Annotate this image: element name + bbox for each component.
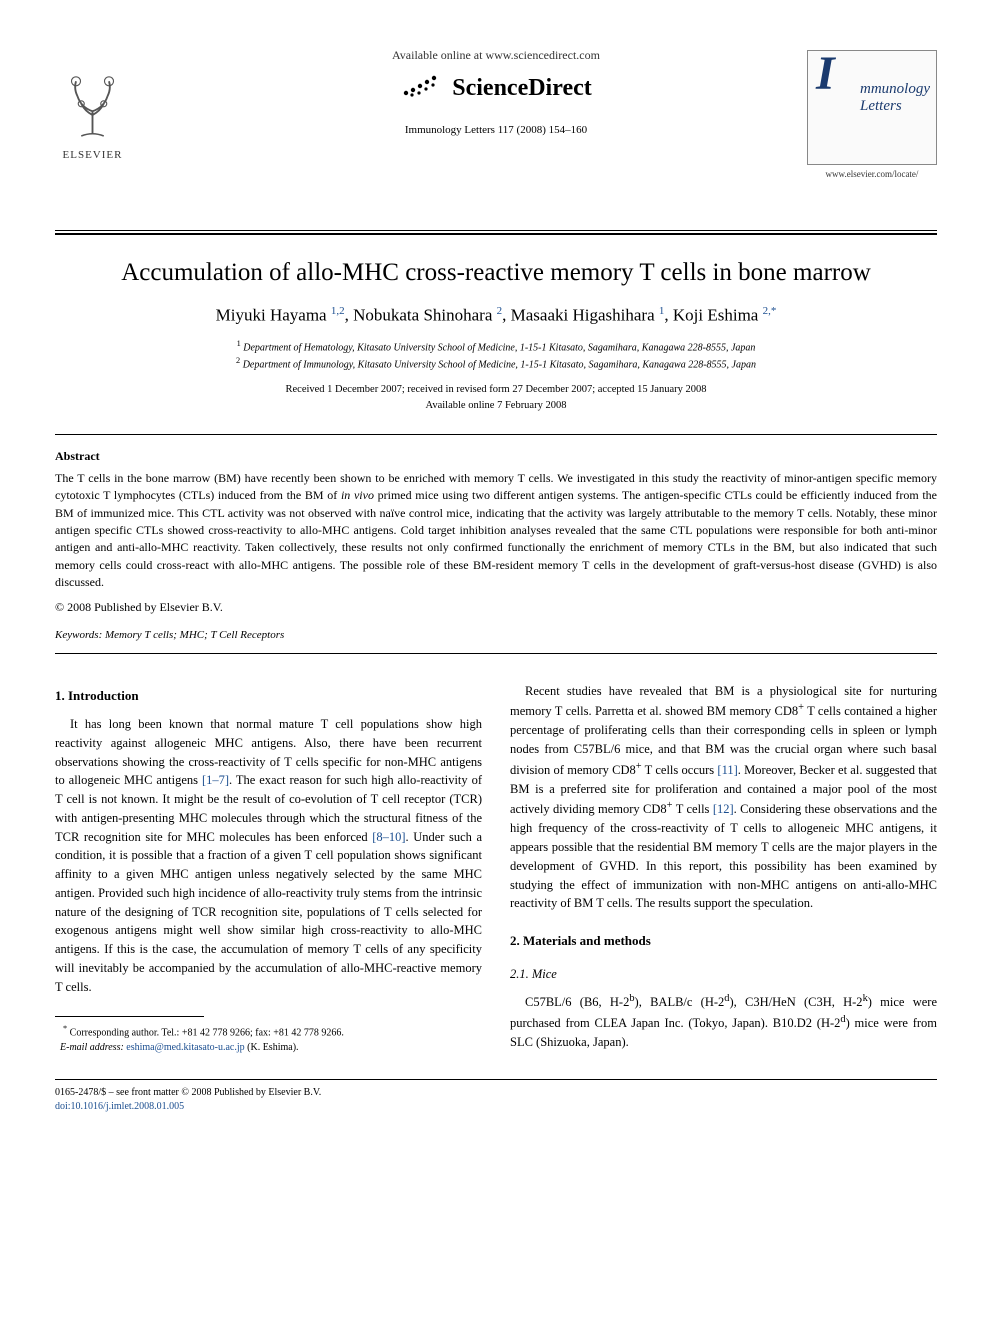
journal-url[interactable]: www.elsevier.com/locate/ (807, 169, 937, 179)
footnote-corr-text: Corresponding author. Tel.: +81 42 778 9… (70, 1028, 344, 1039)
article-title: Accumulation of allo-MHC cross-reactive … (55, 259, 937, 287)
page-footer: 0165-2478/$ – see front matter © 2008 Pu… (55, 1086, 937, 1114)
sciencedirect-logo: ScienceDirect (400, 73, 592, 104)
journal-citation: Immunology Letters 117 (2008) 154–160 (55, 124, 937, 136)
mice-subheading: 2.1. Mice (510, 965, 937, 984)
methods-heading: 2. Materials and methods (510, 931, 937, 951)
corresponding-email-link[interactable]: eshima@med.kitasato-u.ac.jp (126, 1042, 244, 1053)
affiliations: 1 Department of Hematology, Kitasato Uni… (55, 338, 937, 373)
center-header: Available online at www.sciencedirect.co… (55, 40, 937, 136)
header-rule-thick (55, 233, 937, 235)
mice-paragraph: C57BL/6 (B6, H-2b), BALB/c (H-2d), C3H/H… (510, 991, 937, 1052)
received-date: Received 1 December 2007; received in re… (55, 382, 937, 398)
header-rule-thin (55, 230, 937, 231)
body-columns: 1. Introduction It has long been known t… (55, 682, 937, 1055)
available-online-text: Available online at www.sciencedirect.co… (55, 48, 937, 63)
abstract-top-rule (55, 434, 937, 435)
footer-rule (55, 1079, 937, 1080)
footnote-email-who: (K. Eshima). (247, 1042, 298, 1053)
journal-logo-initial: I (816, 46, 835, 101)
page-header: ELSEVIER Available online at www.science… (55, 40, 937, 200)
abstract-text: The T cells in the bone marrow (BM) have… (55, 470, 937, 592)
elsevier-label: ELSEVIER (55, 149, 130, 161)
affiliation-2: 2 Department of Immunology, Kitasato Uni… (55, 355, 937, 372)
intro-paragraph-2: Recent studies have revealed that BM is … (510, 682, 937, 913)
doi-link[interactable]: doi:10.1016/j.imlet.2008.01.005 (55, 1101, 184, 1112)
footer-copyright: 0165-2478/$ – see front matter © 2008 Pu… (55, 1087, 321, 1098)
abstract-copyright: © 2008 Published by Elsevier B.V. (55, 600, 937, 615)
footnote-block: * Corresponding author. Tel.: +81 42 778… (55, 1016, 482, 1054)
sciencedirect-text: ScienceDirect (452, 75, 592, 101)
corresponding-author-footnote: * Corresponding author. Tel.: +81 42 778… (55, 1023, 482, 1054)
authors-list: Miyuki Hayama 1,2, Nobukata Shinohara 2,… (55, 305, 937, 326)
journal-logo-name: mmunologyLetters (860, 81, 930, 114)
keywords-label: Keywords: (55, 629, 102, 641)
intro-paragraph-1: It has long been known that normal matur… (55, 715, 482, 996)
abstract-heading: Abstract (55, 449, 937, 464)
affiliation-1: 1 Department of Hematology, Kitasato Uni… (55, 338, 937, 355)
keywords-text: Memory T cells; MHC; T Cell Receptors (102, 629, 284, 641)
elsevier-logo: ELSEVIER (55, 70, 130, 161)
keywords: Keywords: Memory T cells; MHC; T Cell Re… (55, 629, 937, 641)
sciencedirect-dots-icon (400, 73, 440, 104)
introduction-heading: 1. Introduction (55, 686, 482, 706)
abstract-bottom-rule (55, 653, 937, 654)
article-dates: Received 1 December 2007; received in re… (55, 382, 937, 414)
footnote-rule (55, 1016, 204, 1017)
journal-logo: I mmunologyLetters www.elsevier.com/loca… (807, 50, 937, 179)
online-date: Available online 7 February 2008 (55, 398, 937, 414)
elsevier-tree-icon (55, 70, 130, 145)
footnote-email-label: E-mail address: (60, 1042, 124, 1053)
